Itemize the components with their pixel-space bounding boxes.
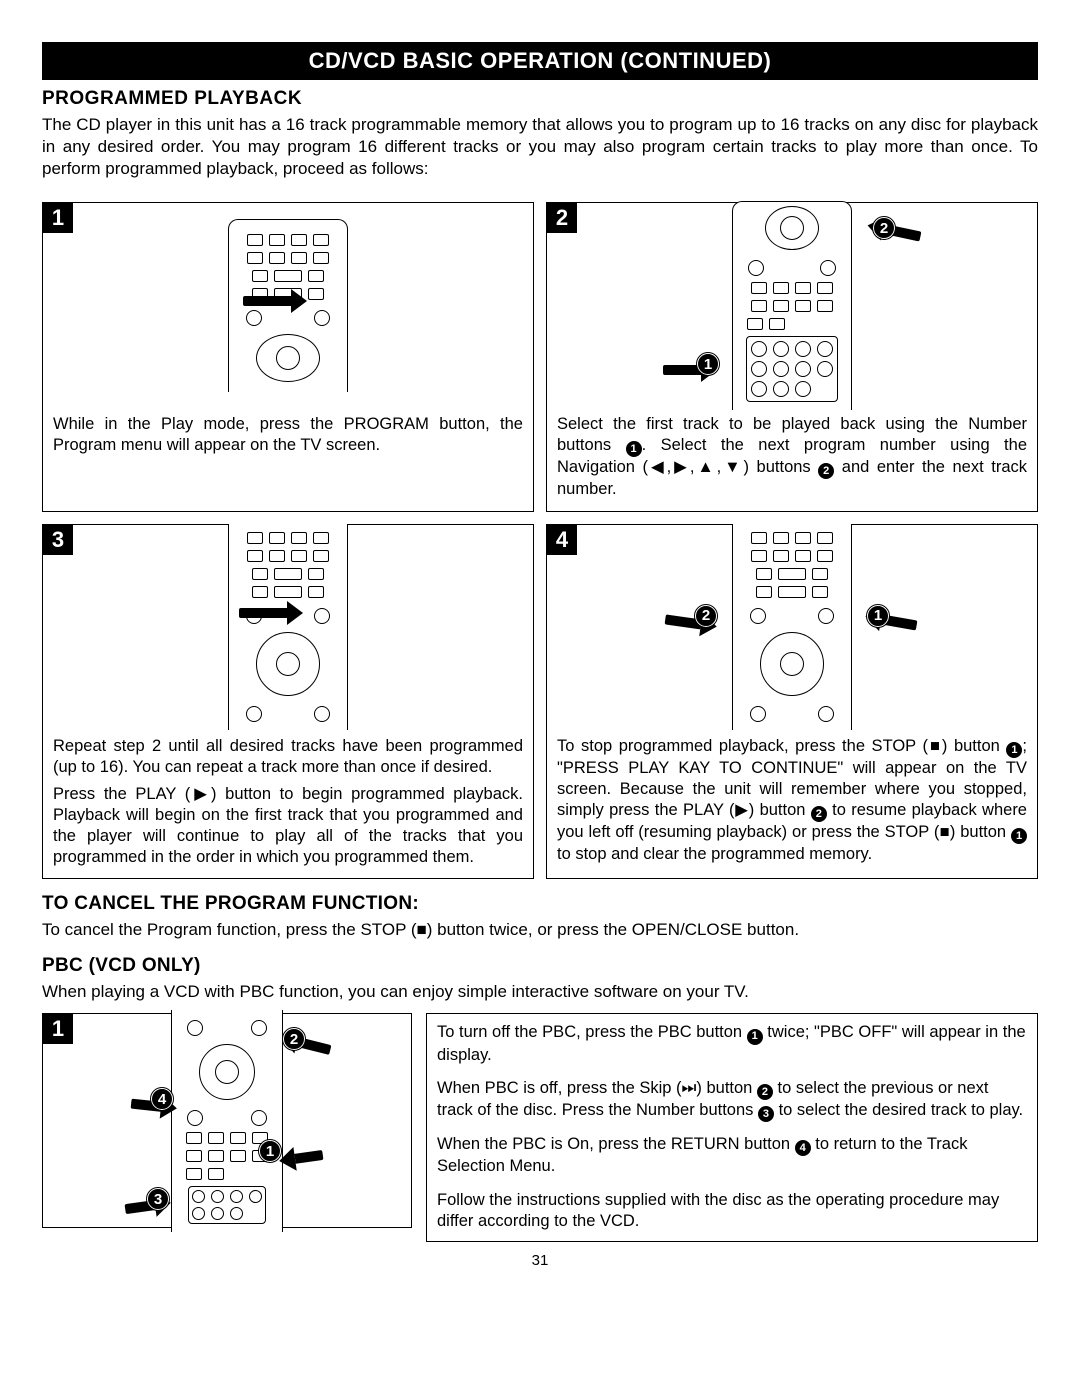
step-number: 1 (43, 1014, 73, 1044)
arrow-icon (243, 289, 307, 313)
page-number: 31 (42, 1252, 1038, 1269)
intro-programmed: The CD player in this unit has a 16 trac… (42, 114, 1038, 180)
step-number: 3 (43, 525, 73, 555)
pbc-row: 1 2 1 4 3 To (42, 1013, 1038, 1241)
step-number: 4 (547, 525, 577, 555)
arrow-icon (278, 1143, 325, 1173)
callout-badge-2: 2 (695, 605, 717, 627)
step-4: 4 1 2 To stop programmed playback, press… (546, 524, 1038, 880)
numpad-icon (746, 336, 838, 402)
step-3-desc: Repeat step 2 until all desired tracks h… (43, 730, 533, 879)
step-3: 3 Repeat step 2 until all desired tracks… (42, 524, 534, 880)
arrow-icon (239, 601, 303, 625)
step-2: 2 1 2 Select the (546, 202, 1038, 511)
heading-cancel: TO CANCEL THE PROGRAM FUNCTION: (42, 893, 1038, 915)
callout-badge-1: 1 (867, 605, 889, 627)
pbc-desc: To turn off the PBC, press the PBC butto… (426, 1013, 1038, 1241)
cancel-text: To cancel the Program function, press th… (42, 919, 1038, 941)
page-title-bar: CD/VCD BASIC OPERATION (CONTINUED) (42, 42, 1038, 80)
step-3-illustration: 3 (43, 525, 533, 730)
step-2-illustration: 2 1 2 (547, 203, 1037, 408)
step-4-desc: To stop programmed playback, press the S… (547, 730, 1037, 875)
remote-icon (171, 1010, 283, 1232)
dpad-icon (760, 632, 824, 696)
step-2-desc: Select the first track to be played back… (547, 408, 1037, 510)
remote-icon (732, 524, 852, 730)
remote-icon (228, 524, 348, 730)
numpad-icon (188, 1186, 266, 1224)
pbc-intro: When playing a VCD with PBC function, yo… (42, 981, 1038, 1003)
pbc-illustration: 1 2 1 4 3 (42, 1013, 412, 1228)
step-1: 1 While in the Play mode, press the PROG… (42, 202, 534, 511)
dpad-icon (765, 206, 819, 250)
dpad-icon (256, 334, 320, 382)
step-number: 2 (547, 203, 577, 233)
dpad-icon (256, 632, 320, 696)
steps-grid: 1 While in the Play mode, press the PROG… (42, 202, 1038, 879)
heading-pbc: PBC (VCD ONLY) (42, 955, 1038, 977)
step-number: 1 (43, 203, 73, 233)
step-1-illustration: 1 (43, 203, 533, 408)
remote-icon (732, 201, 852, 410)
heading-programmed: PROGRAMMED PLAYBACK (42, 88, 1038, 110)
step-1-desc: While in the Play mode, press the PROGRA… (43, 408, 533, 466)
dpad-icon (199, 1044, 255, 1100)
step-4-illustration: 4 1 2 (547, 525, 1037, 730)
